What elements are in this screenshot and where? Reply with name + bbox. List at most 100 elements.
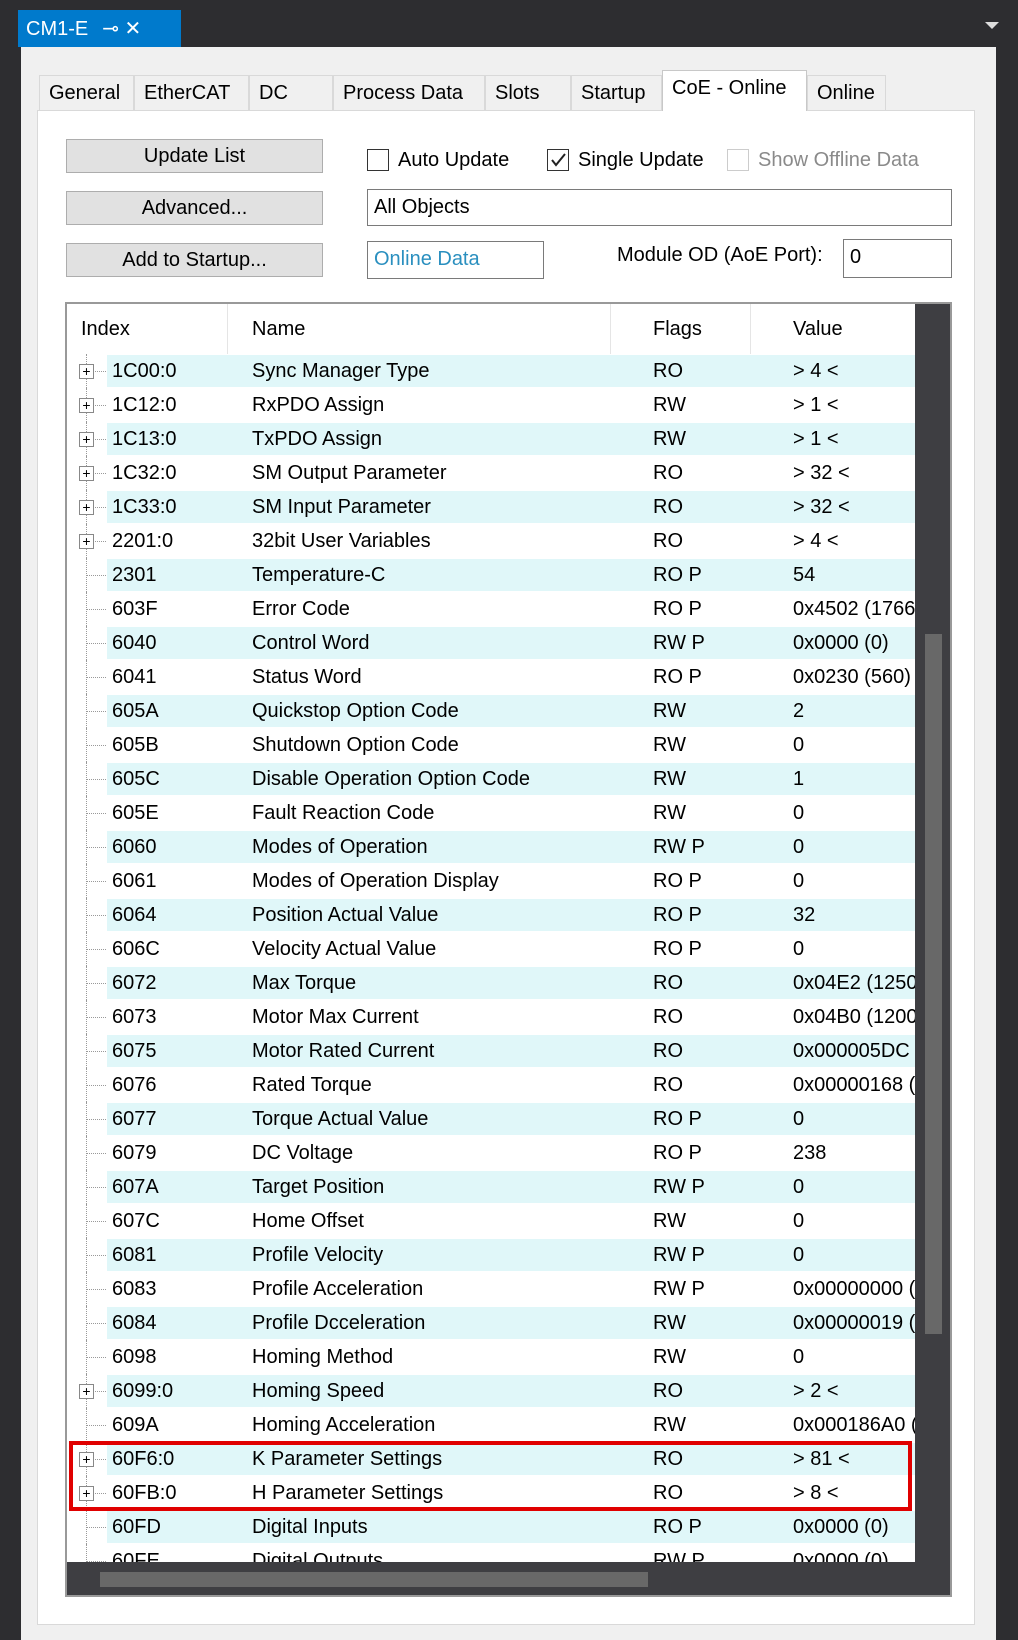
row-flags: RO [653, 1006, 683, 1028]
row-flags: RO [653, 1040, 683, 1062]
row-value: 0 [793, 1108, 805, 1130]
row-index: 609A [112, 1414, 159, 1436]
tree-branch [86, 439, 106, 440]
table-row[interactable]: 6081 Profile Velocity RW P 0 [67, 1238, 915, 1272]
table-row[interactable]: 6083 Profile Acceleration RW P 0x00000000 (… [67, 1272, 915, 1306]
tab[interactable]: General [39, 75, 134, 110]
expand-button[interactable]: + [79, 398, 94, 413]
table-row[interactable]: 605B Shutdown Option Code RW 0 [67, 728, 915, 762]
horizontal-scroll-thumb[interactable] [100, 1572, 648, 1587]
tab[interactable]: Online [807, 75, 886, 110]
table-row[interactable]: +60F6:0 K Parameter Settings RO > 81 < [67, 1442, 915, 1476]
row-index: 605B [112, 734, 159, 756]
table-row[interactable]: 6084 Profile Dcceleration RW 0x00000019 (25… [67, 1306, 915, 1340]
row-name: Profile Dcceleration [252, 1312, 426, 1334]
row-name: Profile Velocity [252, 1244, 384, 1266]
tree-branch [86, 1527, 106, 1528]
table-row[interactable]: 6098 Homing Method RW 0 [67, 1340, 915, 1374]
row-value: 0x04E2 (1250) [793, 972, 915, 994]
expand-button[interactable]: + [79, 500, 94, 515]
checkbox-label[interactable]: Auto Update [398, 149, 510, 171]
table-row[interactable]: 6041 Status Word RO P 0x0230 (560) [67, 660, 915, 694]
table-row[interactable]: 6061 Modes of Operation Display RO P 0 [67, 864, 915, 898]
row-value: > 2 < [793, 1380, 839, 1402]
table-row[interactable]: 6060 Modes of Operation RW P 0 [67, 830, 915, 864]
dropdown-arrow[interactable] [985, 22, 999, 29]
table-row[interactable]: 60FE Digital Outputs RW P 0x0000 (0) [67, 1544, 915, 1562]
tree-branch [86, 847, 106, 848]
button[interactable]: Advanced... [66, 191, 323, 225]
table-row[interactable]: 605A Quickstop Option Code RW 2 [67, 694, 915, 728]
table-row[interactable]: +1C12:0 RxPDO Assign RW > 1 < [67, 388, 915, 422]
row-value: 0x00000000 (0) [793, 1278, 915, 1300]
table-row[interactable]: +1C00:0 Sync Manager Type RO > 4 < [67, 354, 915, 388]
expand-button[interactable]: + [79, 534, 94, 549]
tab[interactable]: Startup [571, 75, 662, 110]
vertical-scroll-thumb[interactable] [925, 634, 942, 1334]
column-header[interactable]: Value [793, 318, 843, 340]
row-index: 6072 [112, 972, 157, 994]
tree-branch [86, 1493, 106, 1494]
table-row[interactable]: 6073 Motor Max Current RO 0x04B0 (1200) [67, 1000, 915, 1034]
table-row[interactable]: 606C Velocity Actual Value RO P 0 [67, 932, 915, 966]
tab[interactable]: DC [249, 75, 333, 110]
table-row[interactable]: 607C Home Offset RW 0 [67, 1204, 915, 1238]
table-row[interactable]: 6072 Max Torque RO 0x04E2 (1250) [67, 966, 915, 1000]
table-row[interactable]: +1C13:0 TxPDO Assign RW > 1 < [67, 422, 915, 456]
row-flags: RO P [653, 598, 702, 620]
checkbox[interactable] [547, 149, 569, 171]
object-filter[interactable]: All Objects [367, 189, 952, 226]
table-row[interactable]: 609A Homing Acceleration RW 0x000186A0 (100… [67, 1408, 915, 1442]
table-row[interactable]: 6075 Motor Rated Current RO 0x000005DC (150… [67, 1034, 915, 1068]
tab[interactable]: EtherCAT [134, 75, 249, 110]
table-row[interactable]: 6040 Control Word RW P 0x0000 (0) [67, 626, 915, 660]
checkbox[interactable] [367, 149, 389, 171]
column-header[interactable]: Index [81, 318, 130, 340]
table-row[interactable]: 605C Disable Operation Option Code RW 1 [67, 762, 915, 796]
table-row[interactable]: 6077 Torque Actual Value RO P 0 [67, 1102, 915, 1136]
table-row[interactable]: 6079 DC Voltage RO P 238 [67, 1136, 915, 1170]
module-od-input[interactable]: 0 [843, 239, 952, 278]
table-row[interactable]: 6064 Position Actual Value RO P 32 [67, 898, 915, 932]
expand-button[interactable]: + [79, 1452, 94, 1467]
tab[interactable]: Slots [485, 75, 571, 110]
tree-branch [86, 915, 106, 916]
table-row[interactable]: +6099:0 Homing Speed RO > 2 < [67, 1374, 915, 1408]
table-row[interactable]: 607A Target Position RW P 0 [67, 1170, 915, 1204]
button[interactable]: Add to Startup... [66, 243, 323, 277]
row-flags: RO [653, 1074, 683, 1096]
expand-button[interactable]: + [79, 1384, 94, 1399]
tree-branch [86, 541, 106, 542]
table-row[interactable]: 6076 Rated Torque RO 0x00000168 (360) [67, 1068, 915, 1102]
row-index: 1C13:0 [112, 428, 177, 450]
row-value: 0x0000 (0) [793, 1550, 889, 1562]
row-background [107, 1409, 915, 1441]
column-header[interactable]: Name [252, 318, 306, 340]
expand-button[interactable]: + [79, 466, 94, 481]
table-row[interactable]: +2201:0 32bit User Variables RO > 4 < [67, 524, 915, 558]
expand-button[interactable]: + [79, 432, 94, 447]
tab[interactable]: CoE - Online [662, 70, 807, 111]
document-tab[interactable]: CM1-E ⊸ ✕ [18, 10, 181, 47]
table-row[interactable]: +1C33:0 SM Input Parameter RO > 32 < [67, 490, 915, 524]
module-od-label: Module OD (AoE Port): [617, 244, 823, 266]
checkbox-label[interactable]: Single Update [578, 149, 704, 171]
table-row[interactable]: +1C32:0 SM Output Parameter RO > 32 < [67, 456, 915, 490]
expand-button[interactable]: + [79, 364, 94, 379]
table-row[interactable]: 605E Fault Reaction Code RW 0 [67, 796, 915, 830]
row-value: > 32 < [793, 462, 850, 484]
table-row[interactable]: 2301 Temperature-C RO P 54 [67, 558, 915, 592]
row-flags: RO [653, 496, 683, 518]
tab[interactable]: Process Data [333, 75, 485, 110]
column-divider [750, 304, 751, 354]
expand-button[interactable]: + [79, 1486, 94, 1501]
tree-branch [86, 1153, 106, 1154]
button[interactable]: Update List [66, 139, 323, 173]
table-row[interactable]: 60FD Digital Inputs RO P 0x0000 (0) [67, 1510, 915, 1544]
row-name: Sync Manager Type [252, 360, 430, 382]
row-background [107, 1103, 915, 1135]
table-row[interactable]: +60FB:0 H Parameter Settings RO > 8 < [67, 1476, 915, 1510]
column-header[interactable]: Flags [653, 318, 702, 340]
